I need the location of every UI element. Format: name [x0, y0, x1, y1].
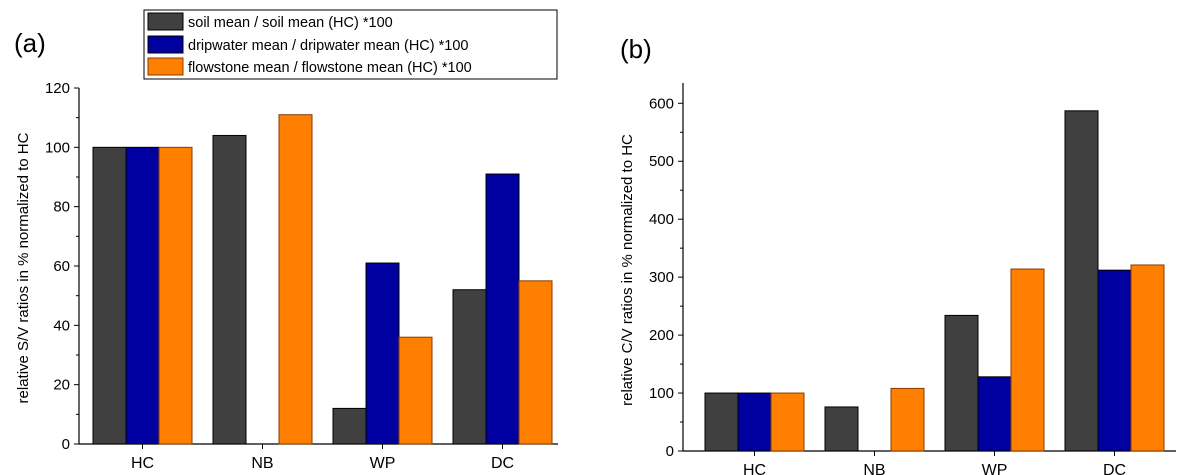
legend-swatch-soil [147, 12, 184, 31]
bar-flowstone-wp-a [398, 336, 433, 445]
panel-label-a: (a) [14, 28, 46, 58]
legend-label-dripwater: dripwater mean / dripwater mean (HC) *10… [188, 38, 468, 54]
chart-panel-a: (a) relative S/V ratios in % normalized … [14, 28, 558, 472]
x-tick-label-wp-b: WP [982, 462, 1008, 475]
y-tick-label-b: 300 [649, 269, 674, 286]
bar-dripwater-wp-a [365, 262, 400, 445]
x-tick-label-hc-b: HC [743, 462, 766, 475]
legend-swatch-dripwater [147, 35, 184, 54]
bar-dripwater-wp-b [977, 376, 1012, 452]
bar-soil-nb-a [212, 134, 247, 445]
y-tick-label-a: 40 [53, 317, 70, 334]
y-tick-label-a: 0 [62, 436, 70, 453]
bar-dripwater-hc-a [125, 146, 160, 445]
bar-soil-dc-a [452, 289, 487, 445]
bar-dripwater-hc-b [737, 392, 772, 452]
x-tick-label-dc-b: DC [1103, 462, 1126, 475]
bar-flowstone-hc-b [770, 392, 805, 452]
x-tick-label-nb-b: NB [863, 462, 885, 475]
bar-soil-wp-b [944, 314, 979, 452]
y-tick-label-b: 200 [649, 327, 674, 344]
legend-label-soil: soil mean / soil mean (HC) *100 [188, 15, 393, 31]
chart-panel-b: (b) relative C/V ratios in % normalized … [619, 34, 1176, 475]
y-tick-label-a: 120 [45, 80, 70, 97]
bar-flowstone-hc-a [158, 146, 193, 445]
bar-flowstone-nb-b [890, 387, 925, 452]
legend-label-flowstone: flowstone mean / flowstone mean (HC) *10… [188, 60, 472, 76]
legend-box [143, 9, 558, 80]
panel-label-b: (b) [620, 34, 652, 64]
bar-soil-nb-b [824, 406, 859, 452]
bar-soil-wp-a [332, 407, 367, 445]
bar-flowstone-dc-b [1130, 264, 1165, 452]
chart-legend: soil mean / soil mean (HC) *100 dripwate… [143, 9, 558, 80]
y-tick-label-b: 500 [649, 153, 674, 170]
bar-soil-hc-b [704, 392, 739, 452]
bar-flowstone-nb-a [278, 114, 313, 445]
x-tick-label-wp-a: WP [370, 455, 396, 472]
bar-soil-hc-a [92, 146, 127, 445]
y-tick-label-b: 600 [649, 95, 674, 112]
x-tick-label-nb-a: NB [251, 455, 273, 472]
y-tick-label-b: 100 [649, 385, 674, 402]
bar-soil-dc-b [1064, 110, 1099, 452]
y-tick-label-b: 0 [666, 443, 674, 460]
y-tick-label-a: 60 [53, 258, 70, 275]
bar-dripwater-dc-b [1097, 269, 1132, 452]
legend-swatch-flowstone [147, 57, 184, 76]
bar-flowstone-dc-a [518, 280, 553, 445]
y-tick-label-a: 80 [53, 199, 70, 216]
bar-flowstone-wp-b [1010, 268, 1045, 452]
y-tick-label-a: 20 [53, 377, 70, 394]
x-tick-label-dc-a: DC [491, 455, 514, 472]
y-tick-label-b: 400 [649, 211, 674, 228]
y-tick-label-a: 100 [45, 139, 70, 156]
y-axis-label-b: relative C/V ratios in % normalized to H… [619, 134, 636, 406]
y-axis-label-a: relative S/V ratios in % normalized to H… [15, 132, 32, 403]
bar-dripwater-dc-a [485, 173, 520, 445]
x-tick-label-hc-a: HC [131, 455, 154, 472]
